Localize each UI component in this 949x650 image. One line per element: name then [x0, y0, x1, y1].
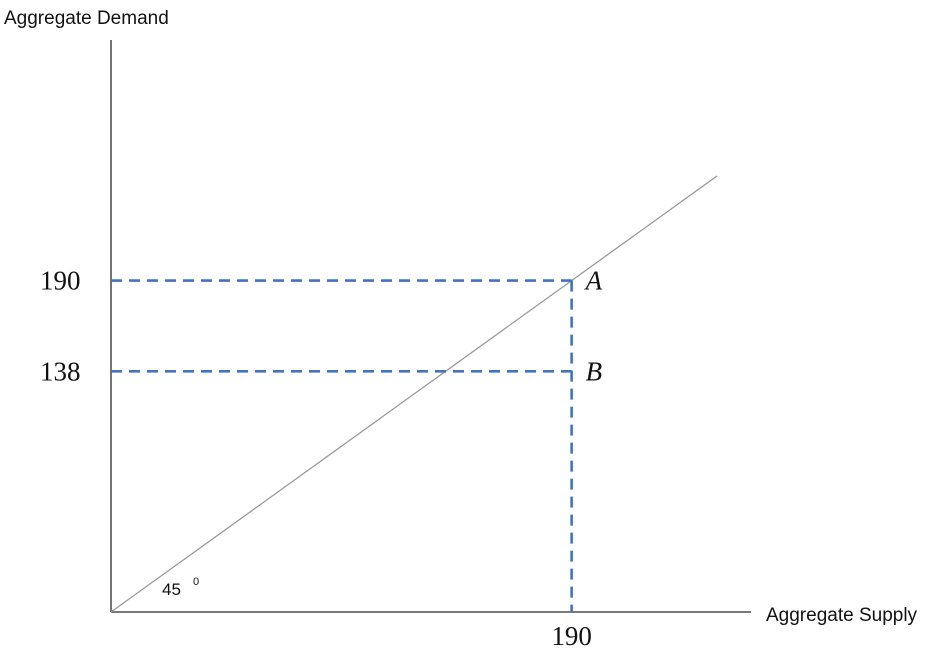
angle-label: 45 [162, 580, 181, 599]
y-axis-title: Aggregate Demand [4, 8, 169, 29]
point-label-a: A [584, 266, 603, 296]
y-tick-label-190: 190 [40, 266, 81, 296]
point-label-b: B [586, 356, 603, 386]
angle-degree-mark: 0 [193, 576, 199, 588]
y-tick-label-138: 138 [40, 356, 81, 386]
x-tick-label-190: 190 [551, 621, 592, 650]
forty-five-degree-line [110, 175, 718, 613]
x-axis-title: Aggregate Supply [766, 605, 918, 626]
